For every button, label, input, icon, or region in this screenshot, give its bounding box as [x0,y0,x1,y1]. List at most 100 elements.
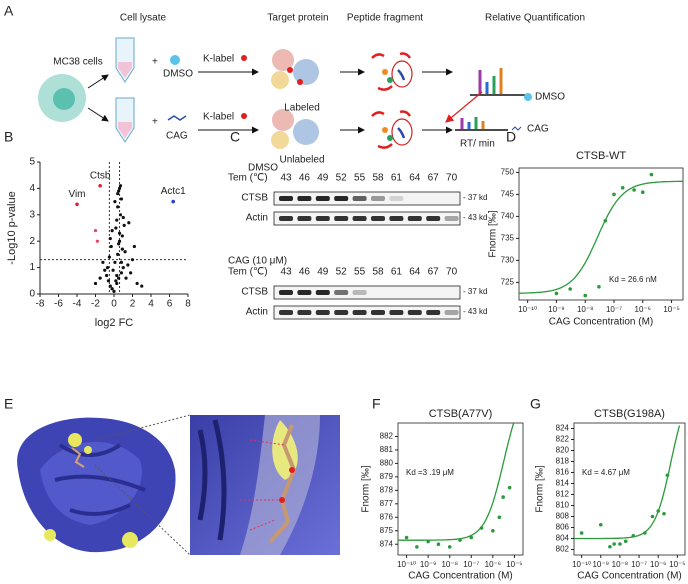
temperature: 49 [317,173,329,184]
x-tick-label: -8 [36,299,45,310]
point [116,205,120,209]
x-tick-label: 10⁻⁶ [485,560,501,569]
y-tick-label: 5 [29,157,35,168]
band [389,196,404,201]
blot-strip [273,191,461,206]
x-tick-label: 0 [111,299,117,310]
blot-strip [273,305,461,320]
point [554,291,559,296]
temperature: 46 [299,173,311,184]
y-tick-label: 875 [380,526,394,535]
klabel-dot [241,113,247,119]
band [407,310,422,315]
fit-curve [398,423,515,541]
highlight-point [75,202,79,207]
tem-label: Tem (℃) [228,173,268,184]
point [110,287,114,291]
fit-curve [574,425,681,540]
plus: + [152,57,158,68]
point [632,188,636,192]
y-tick-label: 874 [380,539,394,548]
band [297,290,312,295]
x-tick-label: 10⁻¹⁰ [397,560,416,569]
temperature: 52 [336,173,348,184]
point [109,244,113,249]
chart-title: CTSB(G198A) [594,408,665,420]
band [315,310,330,315]
point [118,213,123,217]
cag-icon [511,126,522,131]
x-tick-label: 10⁻⁶ [635,305,651,314]
point [656,509,661,513]
plus: + [152,117,158,128]
point [115,218,119,222]
point [501,495,505,499]
point [112,289,116,293]
step-label: Cell lysate [120,13,167,24]
point [118,184,123,188]
y-tick-label: 814 [556,479,570,488]
y-tick-label: 3 [29,209,35,220]
point [103,268,107,272]
band [352,290,367,295]
arrow [445,91,483,123]
band [352,196,367,201]
band [334,216,349,221]
point [598,522,603,527]
point [113,200,117,204]
y-tick-label: 878 [380,485,394,494]
arrow [87,107,109,122]
point [620,186,625,190]
temperature: 70 [446,267,458,278]
y-tick-label: 808 [556,512,570,521]
y-tick-label: 879 [380,472,394,481]
point [643,531,647,535]
x-tick-label: 10⁻⁷ [606,305,622,314]
klabel: K-label [203,112,234,123]
point [135,281,139,286]
y-tick-label: 0 [29,289,35,300]
temperature: 43 [280,267,292,278]
temperature: 61 [391,267,403,278]
band [297,310,312,315]
row-label: CTSB [241,193,268,204]
axis-label: RT/ min [460,139,495,150]
point [117,242,121,246]
y-tick-label: 810 [556,501,570,510]
temperature: 70 [446,173,458,184]
point [117,231,122,235]
point [640,190,645,194]
tube [115,37,135,143]
point [507,485,512,490]
point [618,542,622,546]
dmso-icon [524,93,532,101]
y-tick-label: 730 [501,256,515,265]
structure [17,414,340,556]
cag-icon [167,115,187,121]
x-tick-label: 4 [148,299,154,310]
point [121,215,125,220]
x-tick-label: 2 [130,299,136,310]
y-axis-label: Fnorm [‰] [535,465,546,512]
y-tick-label: 818 [556,457,570,466]
arrow [87,74,109,89]
x-axis-label: CAG Concentration (M) [577,571,681,582]
temperature: 58 [372,267,384,278]
point [108,236,112,241]
panel-label: G [530,396,541,412]
plot-frame [518,167,684,301]
point [117,239,122,243]
spectrum [455,68,525,131]
point [583,293,588,298]
kd-label: Kd =3 .19 μM [406,468,454,477]
point [665,473,670,478]
panel-label: B [4,129,13,145]
temperature: 67 [428,173,440,184]
x-tick-label: 10⁻⁹ [592,560,609,569]
band [352,216,367,221]
western-blot: DMSO CAG (10 μM) [228,163,287,267]
plot-frame [573,422,686,556]
point [415,545,419,549]
point [105,273,109,278]
